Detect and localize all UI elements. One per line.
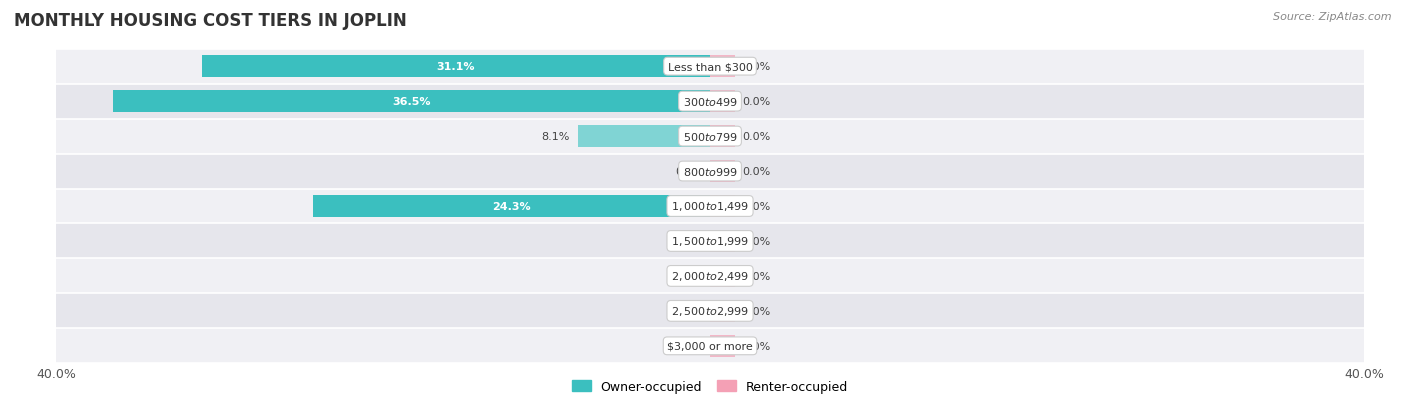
Bar [710,196,734,217]
Text: 0.0%: 0.0% [675,306,703,316]
Text: $300 to $499: $300 to $499 [682,96,738,108]
Bar [710,56,734,78]
Text: 0.0%: 0.0% [742,62,770,72]
Bar [56,119,1364,154]
Bar [56,50,1364,84]
Text: $1,500 to $1,999: $1,500 to $1,999 [671,235,749,248]
Text: $800 to $999: $800 to $999 [682,166,738,178]
Text: 36.5%: 36.5% [392,97,432,107]
Bar [114,91,710,113]
Bar [56,294,1364,329]
Text: 0.0%: 0.0% [675,341,703,351]
Text: 0.0%: 0.0% [742,166,770,177]
Bar [710,266,734,287]
Bar [710,161,734,183]
Legend: Owner-occupied, Renter-occupied: Owner-occupied, Renter-occupied [567,375,853,398]
Bar [710,126,734,147]
Text: 0.0%: 0.0% [742,236,770,247]
Text: 0.0%: 0.0% [675,166,703,177]
Bar [56,329,1364,363]
Text: $2,500 to $2,999: $2,500 to $2,999 [671,305,749,318]
Text: Source: ZipAtlas.com: Source: ZipAtlas.com [1274,12,1392,22]
Text: Less than $300: Less than $300 [668,62,752,72]
Bar [56,84,1364,119]
Text: 31.1%: 31.1% [437,62,475,72]
Bar [56,259,1364,294]
Bar [710,230,734,252]
Text: 0.0%: 0.0% [675,236,703,247]
Text: 0.0%: 0.0% [742,202,770,211]
Bar [710,91,734,113]
Bar [201,56,710,78]
Text: $500 to $799: $500 to $799 [682,131,738,143]
Bar [710,335,734,357]
Text: 8.1%: 8.1% [541,132,569,142]
Bar [578,126,710,147]
Text: 0.0%: 0.0% [742,271,770,281]
Text: MONTHLY HOUSING COST TIERS IN JOPLIN: MONTHLY HOUSING COST TIERS IN JOPLIN [14,12,406,30]
Text: 0.0%: 0.0% [742,306,770,316]
Text: $3,000 or more: $3,000 or more [668,341,752,351]
Bar [56,189,1364,224]
Text: $1,000 to $1,499: $1,000 to $1,499 [671,200,749,213]
Bar [56,154,1364,189]
Text: 0.0%: 0.0% [742,341,770,351]
Text: $2,000 to $2,499: $2,000 to $2,499 [671,270,749,283]
Bar [710,300,734,322]
Text: 0.0%: 0.0% [742,97,770,107]
Bar [314,196,710,217]
Text: 0.0%: 0.0% [675,271,703,281]
Bar [56,224,1364,259]
Text: 24.3%: 24.3% [492,202,530,211]
Text: 0.0%: 0.0% [742,132,770,142]
